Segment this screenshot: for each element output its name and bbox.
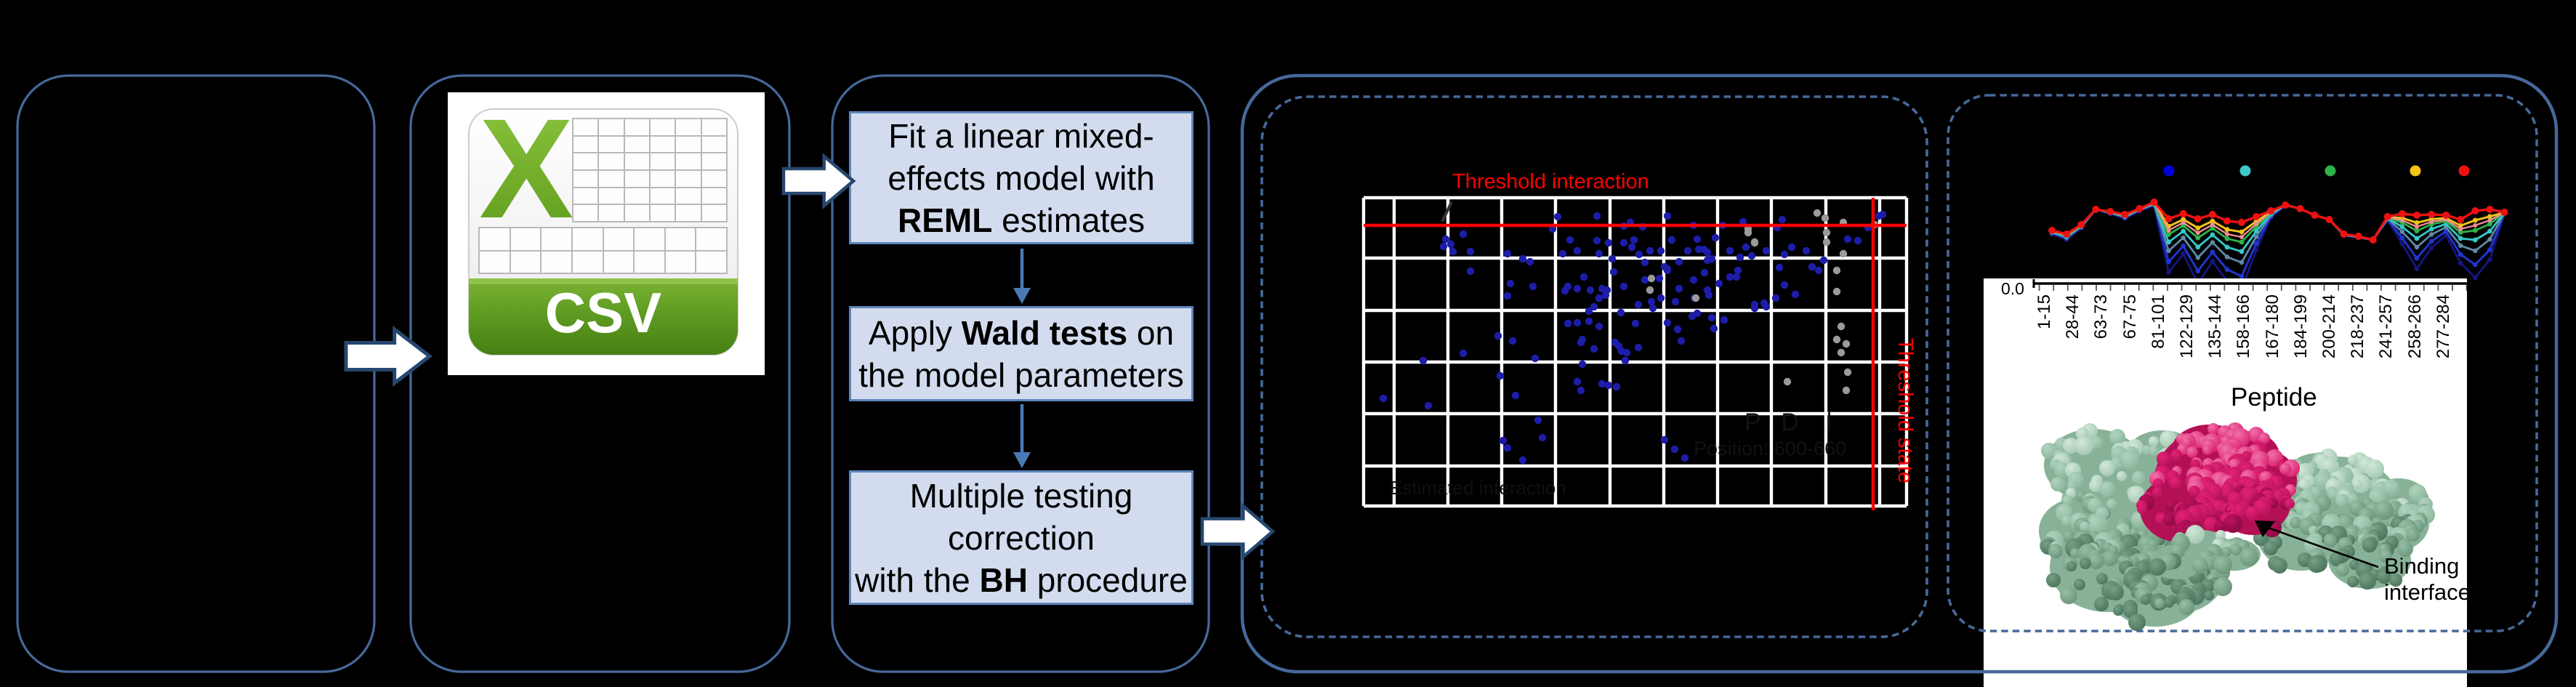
svg-text:Position: 600-660: Position: 600-660 <box>1694 438 1846 459</box>
svg-text:Threshold state: Threshold state <box>1893 338 1917 483</box>
svg-text:X: X <box>479 92 573 248</box>
svg-text:Estimated interaction: Estimated interaction <box>1390 477 1566 499</box>
svg-text:P D l: P D l <box>1744 409 1832 436</box>
svg-text:CSV: CSV <box>545 281 661 345</box>
svg-text:Threshold interaction: Threshold interaction <box>1452 170 1649 193</box>
